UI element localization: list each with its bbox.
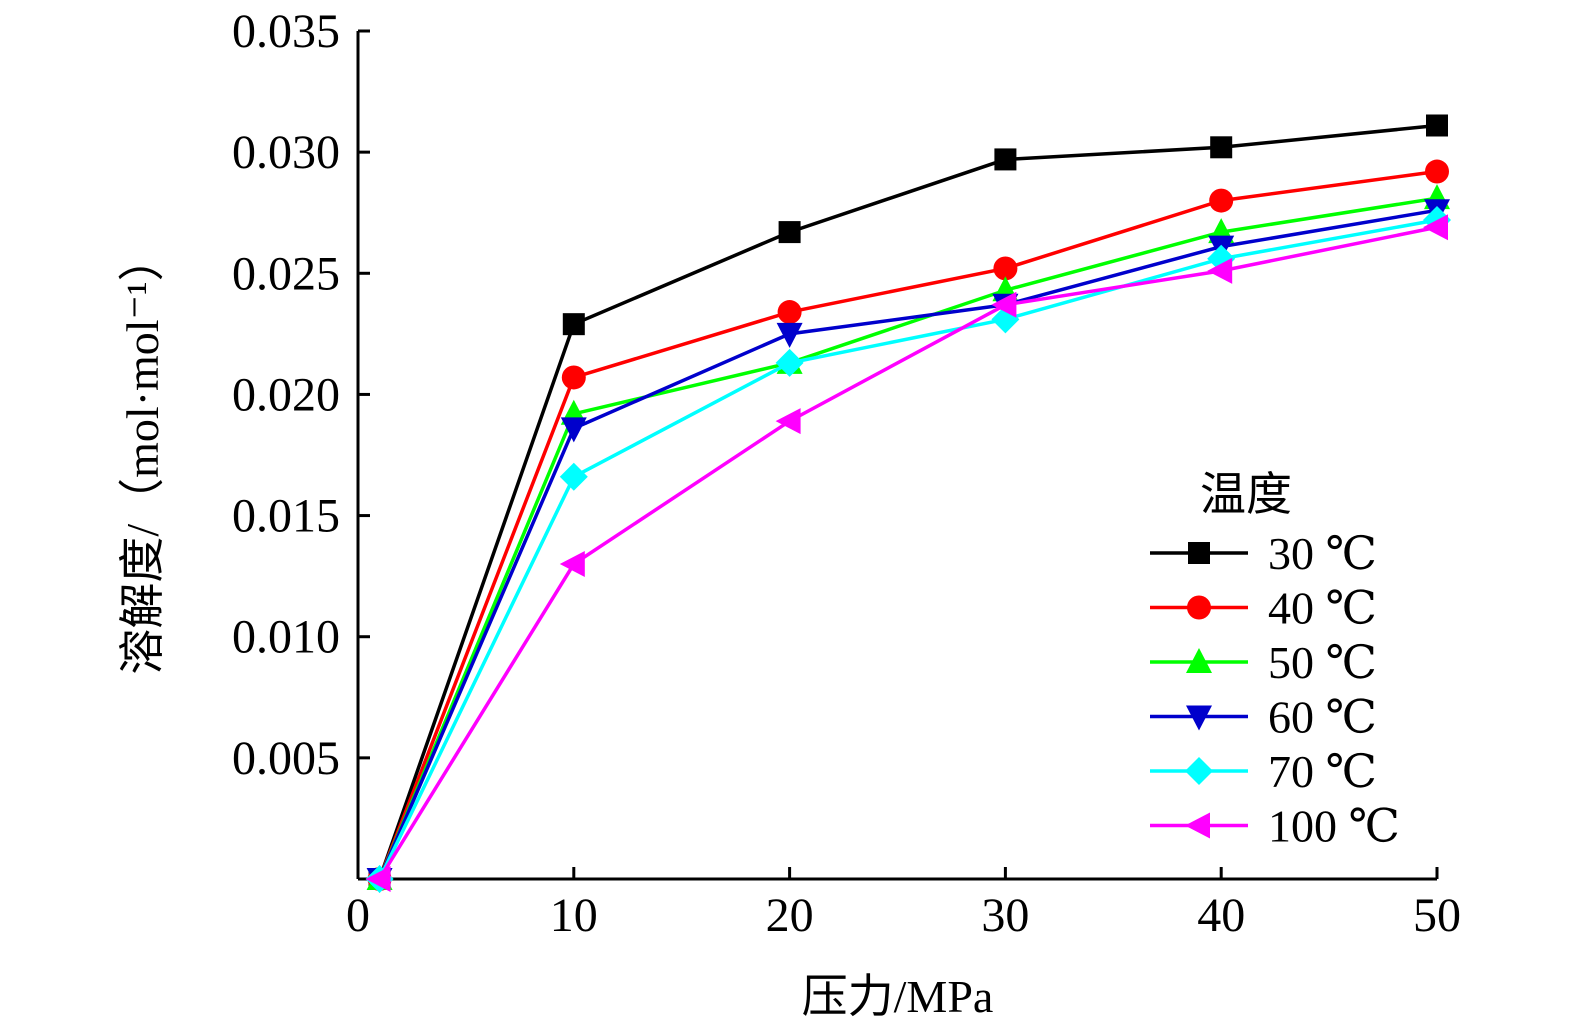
series-layer	[365, 114, 1451, 893]
x-tick-label: 50	[1413, 889, 1461, 942]
legend-label: 70 ℃	[1268, 746, 1377, 797]
data-point	[775, 348, 804, 377]
legend-marker	[1187, 595, 1211, 620]
legend-label: 40 ℃	[1268, 583, 1377, 634]
data-point	[562, 313, 585, 336]
x-tick-label: 20	[766, 889, 814, 942]
data-point	[561, 365, 586, 390]
data-point	[994, 148, 1017, 171]
data-point	[776, 322, 803, 348]
axes: 0 10 20 30 40 50 0.005 0.010 0.015 0.020 0.025 0.03…	[232, 5, 1461, 942]
data-point	[778, 221, 801, 244]
legend-marker	[1186, 705, 1212, 731]
y-tick-label: 0.035	[232, 5, 340, 58]
data-point	[1209, 188, 1234, 213]
legend-item: 50 ℃	[1150, 637, 1377, 688]
series-1	[367, 159, 1449, 891]
data-point	[560, 417, 587, 443]
data-point	[775, 408, 801, 435]
legend-item: 60 ℃	[1150, 692, 1377, 743]
y-tick-label: 0.030	[232, 126, 340, 179]
series-line	[377, 196, 1438, 880]
series-5	[365, 214, 1448, 892]
y-tick-label: 0.005	[232, 732, 340, 785]
data-point	[777, 300, 802, 325]
y-tick-label: 0.010	[232, 611, 340, 664]
data-point	[559, 551, 585, 578]
data-point	[1423, 214, 1448, 241]
legend-label: 30 ℃	[1268, 528, 1377, 579]
legend-title: 温度	[1200, 469, 1292, 520]
legend-label: 60 ℃	[1268, 692, 1377, 743]
data-point	[993, 256, 1018, 281]
series-line	[378, 225, 1438, 880]
legend-marker	[1186, 648, 1212, 673]
x-tick-label: 0	[346, 889, 370, 942]
y-tick-label: 0.025	[232, 247, 340, 300]
data-point	[1425, 159, 1449, 184]
legend-marker	[1188, 542, 1210, 564]
legend-label: 100 ℃	[1268, 801, 1400, 852]
x-tick-label: 10	[550, 889, 598, 942]
legend-item: 70 ℃	[1150, 746, 1377, 797]
series-0	[368, 114, 1448, 890]
data-point	[365, 866, 391, 892]
y-tick-label: 0.015	[232, 490, 340, 543]
series-line	[378, 218, 1438, 880]
x-tick-label: 30	[981, 889, 1029, 942]
series-line	[377, 123, 1438, 880]
data-point	[1207, 257, 1233, 284]
data-point	[1210, 136, 1233, 159]
x-axis-title: 压力/MPa	[802, 971, 994, 1022]
x-tick-label: 40	[1197, 889, 1245, 942]
series-line	[377, 169, 1438, 880]
data-point	[991, 291, 1017, 318]
legend-item: 30 ℃	[1150, 528, 1377, 579]
legend-marker	[1185, 757, 1213, 785]
y-axis-title: 溶解度/（mol·mol⁻¹）	[117, 235, 168, 674]
y-tick-label: 0.020	[232, 368, 340, 421]
data-point	[559, 462, 588, 491]
legend-item: 100 ℃	[1150, 801, 1400, 852]
series-line	[377, 208, 1438, 880]
legend-marker	[1185, 812, 1210, 839]
legend-item: 40 ℃	[1150, 583, 1377, 634]
legend-label: 50 ℃	[1268, 637, 1377, 688]
data-point	[1426, 114, 1448, 137]
